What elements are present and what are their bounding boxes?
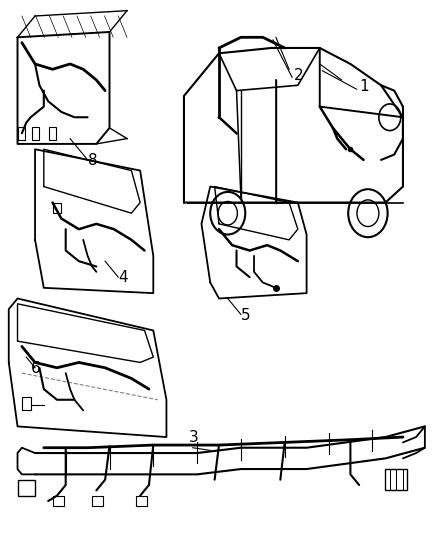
Text: 1: 1 [359,78,369,94]
Text: 5: 5 [241,308,251,323]
Bar [22,397,31,410]
Text: 4: 4 [118,270,128,286]
Text: 3: 3 [188,430,198,446]
Bar [136,496,147,506]
Text: 2: 2 [293,68,303,83]
Bar [53,496,64,506]
Bar [18,127,25,140]
Bar [18,480,35,496]
Bar [385,469,407,490]
Bar [32,127,39,140]
Bar [49,127,56,140]
Bar [53,203,61,213]
Text: 8: 8 [88,153,97,168]
Bar [92,496,103,506]
Text: 6: 6 [31,361,40,376]
